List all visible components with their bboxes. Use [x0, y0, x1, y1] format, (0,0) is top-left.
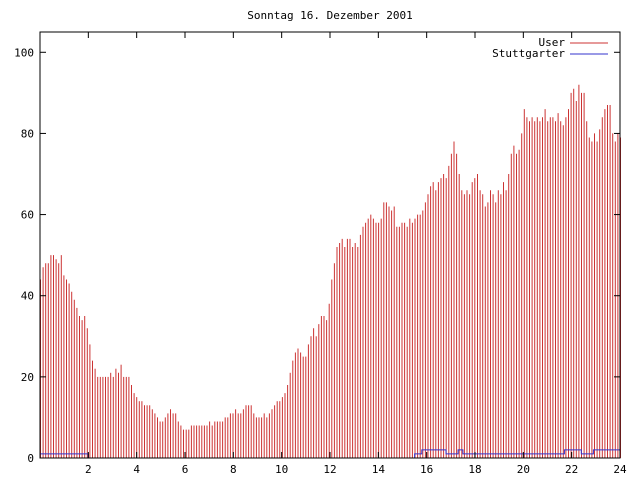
chart-title: Sonntag 16. Dezember 2001	[247, 9, 413, 22]
x-tick-label: 2	[85, 463, 92, 476]
legend: User Stuttgarter	[492, 36, 608, 60]
legend-label-user: User	[539, 36, 566, 49]
x-tick-label: 10	[275, 463, 288, 476]
y-tick-label: 100	[14, 46, 34, 59]
x-tick-label: 8	[230, 463, 237, 476]
x-tick-label: 18	[468, 463, 481, 476]
x-tick-label: 4	[133, 463, 140, 476]
y-tick-label: 20	[21, 371, 34, 384]
x-tick-label: 24	[613, 463, 627, 476]
y-axis-ticks: 0 20 40 60 80 100	[14, 46, 620, 465]
x-tick-label: 6	[182, 463, 189, 476]
x-tick-label: 20	[517, 463, 530, 476]
x-tick-label: 22	[565, 463, 578, 476]
y-tick-label: 40	[21, 290, 34, 303]
x-tick-label: 12	[323, 463, 336, 476]
x-tick-label: 16	[420, 463, 433, 476]
x-tick-label: 14	[372, 463, 386, 476]
y-tick-label: 80	[21, 127, 34, 140]
plot-frame	[39, 31, 621, 459]
stuttgarter-line	[40, 449, 620, 459]
stuttgarter-steps	[40, 449, 620, 459]
y-tick-label: 0	[27, 452, 34, 465]
y-tick-label: 60	[21, 209, 34, 222]
legend-label-stuttgarter: Stuttgarter	[492, 47, 565, 60]
x-axis-ticks: 2 4 6 8 10 12 14 16 18 20 22 24	[85, 32, 627, 476]
user-bars	[40, 84, 621, 458]
